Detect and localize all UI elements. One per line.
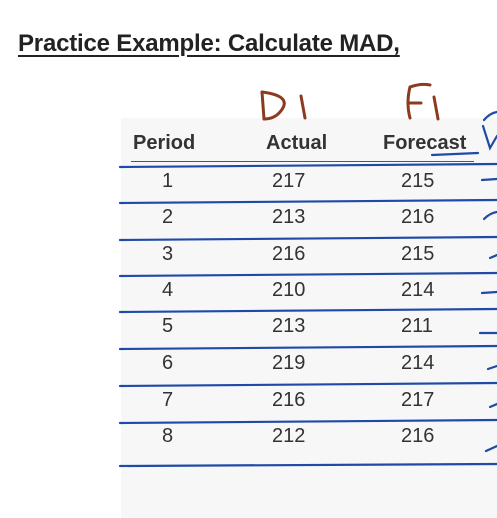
table-row: 8 212 216 xyxy=(121,421,497,455)
handwritten-d1-strokes xyxy=(260,90,307,121)
cell-actual: 217 xyxy=(272,170,306,192)
header-forecast: Forecast xyxy=(383,132,467,154)
cell-actual: 216 xyxy=(272,389,306,411)
table-row: 6 219 214 xyxy=(121,348,497,382)
cell-forecast: 216 xyxy=(401,206,435,228)
table-row: 3 216 215 xyxy=(121,239,497,273)
table-row: 4 210 214 xyxy=(121,275,497,309)
cell-actual: 212 xyxy=(272,425,306,447)
cell-period: 1 xyxy=(162,170,174,192)
page-title: Practice Example: Calculate MAD, xyxy=(18,30,400,57)
cell-forecast: 211 xyxy=(401,315,433,337)
cell-forecast: 214 xyxy=(401,279,435,301)
cell-forecast: 217 xyxy=(401,389,435,411)
cell-period: 5 xyxy=(162,315,174,337)
cell-actual: 213 xyxy=(272,315,306,337)
cell-forecast: 216 xyxy=(401,425,435,447)
cell-actual: 213 xyxy=(272,206,306,228)
table-row: 5 213 211 xyxy=(121,311,497,345)
cell-actual: 219 xyxy=(272,352,306,374)
table-row: 1 217 215 xyxy=(121,166,497,200)
cell-forecast: 215 xyxy=(401,170,435,192)
table-row: 2 213 216 xyxy=(121,202,497,236)
cell-period: 6 xyxy=(162,352,174,374)
table-background xyxy=(121,118,497,518)
cell-period: 8 xyxy=(162,425,174,447)
cell-period: 2 xyxy=(162,206,174,228)
header-actual: Actual xyxy=(266,132,328,154)
handwritten-f1-strokes xyxy=(406,82,440,121)
cell-period: 3 xyxy=(162,243,174,265)
cell-period: 7 xyxy=(162,389,174,411)
cell-forecast: 215 xyxy=(401,243,435,265)
cell-actual: 210 xyxy=(272,279,306,301)
header-divider xyxy=(131,161,474,162)
cell-period: 4 xyxy=(162,279,174,301)
table-row: 7 216 217 xyxy=(121,385,497,419)
cell-actual: 216 xyxy=(272,243,306,265)
header-period: Period xyxy=(133,132,196,154)
cell-forecast: 214 xyxy=(401,352,435,374)
